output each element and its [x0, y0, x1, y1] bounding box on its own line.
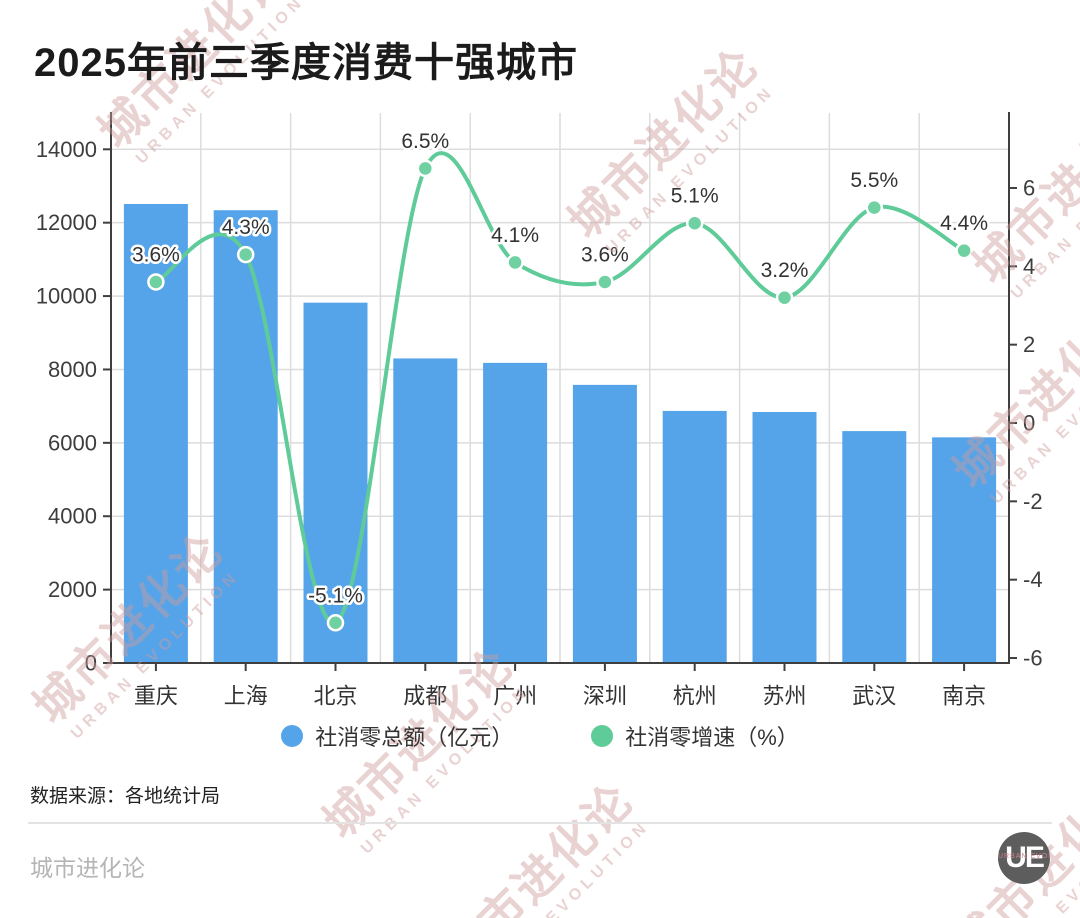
point-label-6: 5.1%	[671, 185, 719, 208]
brand-logo-icon: UE URBAN EVOLUTION	[998, 832, 1050, 884]
x-axis-label-8: 武汉	[852, 684, 896, 709]
x-axis-label-4: 广州	[493, 684, 537, 709]
x-axis-label-1: 上海	[224, 684, 268, 709]
line-point-0	[147, 273, 165, 291]
point-label-8: 5.5%	[850, 169, 898, 192]
legend-item-retail-total: 社消零总额（亿元）	[281, 720, 513, 752]
bar-2	[303, 302, 368, 663]
bar-9	[932, 437, 997, 663]
bar-4	[483, 362, 548, 663]
legend-label-line: 社消零增速（%）	[625, 725, 799, 750]
legend-item-growth-rate: 社消零增速（%）	[591, 720, 799, 752]
line-point-3	[416, 159, 435, 178]
right-tick-label: 2	[1023, 332, 1035, 357]
x-axis-label-7: 苏州	[762, 684, 806, 709]
point-label-4: 4.1%	[491, 224, 539, 247]
bar-0	[123, 203, 188, 663]
point-label-2: -5.1%	[308, 584, 363, 607]
left-tick-label: 14000	[36, 137, 97, 162]
legend: 社消零总额（亿元） 社消零增速（%）	[0, 720, 1080, 752]
left-tick-label: 10000	[36, 284, 97, 309]
left-tick-label: 4000	[48, 504, 97, 529]
logo-subtext: URBAN EVOLUTION	[998, 853, 1050, 860]
legend-swatch-bar-icon	[281, 725, 304, 747]
point-label-0: 3.6%	[132, 243, 180, 266]
legend-swatch-line-icon	[591, 725, 614, 747]
left-tick-label: 2000	[48, 577, 97, 602]
footer-divider	[28, 822, 1052, 824]
left-tick-label: 6000	[48, 430, 97, 455]
right-tick-label: 4	[1023, 254, 1035, 279]
x-axis-label-2: 北京	[313, 684, 357, 709]
x-axis-label-6: 杭州	[673, 684, 717, 709]
right-tick-label: -6	[1023, 646, 1043, 671]
point-label-5: 3.6%	[581, 243, 629, 266]
right-tick-label: 0	[1023, 411, 1035, 436]
point-label-1: 4.3%	[222, 216, 270, 239]
right-tick-label: -4	[1023, 567, 1043, 592]
data-source-note: 数据来源：各地统计局	[30, 786, 221, 807]
left-tick-label: 0	[85, 651, 97, 676]
line-point-2	[326, 614, 345, 632]
footer-brand: 城市进化论	[30, 855, 145, 881]
line-point-5	[596, 273, 614, 291]
line-point-4	[506, 253, 524, 272]
bar-5	[572, 384, 637, 663]
line-point-9	[955, 241, 973, 260]
line-point-7	[775, 288, 794, 307]
x-axis-label-0: 重庆	[134, 684, 178, 709]
bar-1	[213, 210, 278, 663]
right-tick-label: 6	[1023, 175, 1035, 200]
point-label-7: 3.2%	[761, 259, 809, 282]
growth-line	[153, 151, 967, 625]
line-point-1	[236, 245, 255, 264]
bar-6	[662, 410, 727, 663]
x-axis-label-3: 成都	[403, 684, 447, 709]
bar-7	[752, 412, 817, 663]
bar-8	[842, 431, 907, 663]
x-axis-label-5: 深圳	[583, 684, 627, 709]
legend-label-bar: 社消零总额（亿元）	[315, 725, 514, 750]
point-label-9: 4.4%	[940, 212, 988, 235]
left-tick-label: 12000	[36, 210, 97, 235]
x-axis-label-9: 南京	[942, 684, 986, 709]
point-label-3: 6.5%	[401, 130, 449, 153]
chart-title: 2025年前三季度消费十强城市	[34, 41, 578, 85]
bar-3	[393, 358, 458, 663]
logo-monogram: UE	[1005, 841, 1045, 874]
line-point-8	[865, 198, 884, 217]
left-tick-label: 8000	[48, 357, 97, 382]
line-point-6	[685, 214, 704, 232]
right-tick-label: -2	[1023, 489, 1043, 514]
